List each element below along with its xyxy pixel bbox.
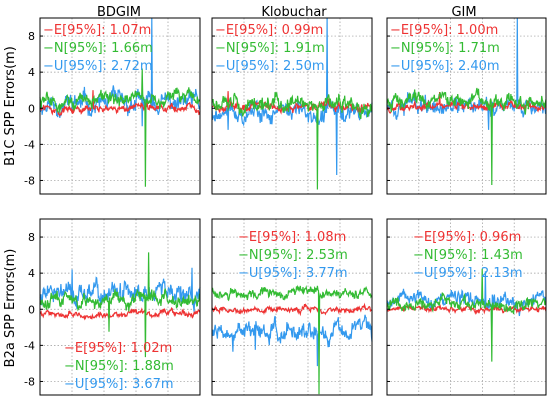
series-N-line xyxy=(386,87,547,186)
series-U-line xyxy=(386,271,547,337)
col-title-gim: GIM xyxy=(451,5,476,20)
series-N-line xyxy=(386,268,547,362)
series-N-line xyxy=(211,91,373,190)
y-tick-label: -8 xyxy=(24,174,35,187)
legend-entry-U: −U[95%]: 3.67m xyxy=(64,377,174,392)
y-tick-label: -4 xyxy=(24,138,35,151)
axes-frame xyxy=(211,17,373,195)
legend-entry-E: −E[95%]: 1.07m xyxy=(43,23,151,38)
legend-entry-E: −E[95%]: 0.96m xyxy=(413,230,521,245)
y-tick-label: -4 xyxy=(24,339,35,352)
col-title-klobuchar: Klobuchar xyxy=(261,5,327,20)
legend-entry-N: −N[95%]: 1.71m xyxy=(390,41,500,56)
axes-frame xyxy=(386,218,547,396)
panel-r1c1: −E[95%]: 1.08m −N[95%]: 2.53m −U[95%]: 3.7… xyxy=(211,218,373,396)
series-N-line xyxy=(39,252,201,358)
y-tick-label: 4 xyxy=(28,66,35,79)
series-E-line xyxy=(40,90,201,118)
axes-frame xyxy=(39,218,201,396)
legend-entry-U: −U[95%]: 2.50m xyxy=(215,59,325,74)
panel-r0c1: −E[95%]: 0.99m −N[95%]: 1.91m −U[95%]: 2.5… xyxy=(211,17,373,195)
legend-entry-N: −N[95%]: 1.66m xyxy=(43,41,153,56)
legend-entry-U: −U[95%]: 2.40m xyxy=(390,59,500,74)
legend-entry-E: −E[95%]: 1.02m xyxy=(64,341,172,356)
y-tick-label: 8 xyxy=(28,30,35,43)
legend-entry-N: −N[95%]: 1.91m xyxy=(215,41,325,56)
axes-frame xyxy=(39,17,201,195)
y-tick-label: 0 xyxy=(28,303,35,316)
y-tick-label: 4 xyxy=(28,267,35,280)
legend-entry-E: −E[95%]: 0.99m xyxy=(215,23,323,38)
legend-entry-U: −U[95%]: 2.72m xyxy=(43,59,153,74)
series-U-line xyxy=(39,17,201,127)
plot-area xyxy=(212,219,372,395)
row-label-b2a: B2a SPP Errors(m) xyxy=(3,249,18,368)
y-tick-label: -8 xyxy=(24,375,35,388)
legend-entry-N: −N[95%]: 1.88m xyxy=(64,359,174,374)
panel-r0c0: -8 -4 0 4 8 −E[95%]: 1.07m −N[95%]: 1.66m −U[95… xyxy=(24,17,201,195)
legend-entry-E: −E[95%]: 1.08m xyxy=(238,230,346,245)
legend-entry-N: −N[95%]: 1.43m xyxy=(413,248,523,263)
series-E-line xyxy=(39,306,201,321)
series-N-line xyxy=(39,68,201,187)
legend-entry-E: −E[95%]: 1.00m xyxy=(390,23,498,38)
col-title-bdgim: BDGIM xyxy=(97,5,141,20)
panels: -8 -4 0 4 8 −E[95%]: 1.07m −N[95%]: 1.66m −U[95… xyxy=(24,17,547,396)
row-label-b1c: B1C SPP Errors(m) xyxy=(3,46,18,166)
series-U-line xyxy=(211,314,373,367)
panel-r1c0: -8 -4 0 4 8 −E[95%]: 1.02m −N[95%]: 1.88m −U[95… xyxy=(24,218,201,396)
series-E-line xyxy=(211,302,373,317)
series-N-line xyxy=(211,284,373,395)
panel-r1c2: −E[95%]: 0.96m −N[95%]: 1.43m −U[95%]: 2.1… xyxy=(386,218,547,396)
y-tick-label: 8 xyxy=(28,231,35,244)
axes-frame xyxy=(386,17,547,195)
plot-area xyxy=(40,219,200,395)
series-U-line xyxy=(211,17,373,176)
legend-entry-U: −U[95%]: 2.13m xyxy=(413,266,523,281)
panel-r0c2: −E[95%]: 1.00m −N[95%]: 1.71m −U[95%]: 2.4… xyxy=(386,17,547,195)
legend-entry-N: −N[95%]: 2.53m xyxy=(238,248,348,263)
legend-entry-U: −U[95%]: 3.77m xyxy=(238,266,348,281)
y-tick-label: 0 xyxy=(28,102,35,115)
axes-frame xyxy=(211,218,373,396)
